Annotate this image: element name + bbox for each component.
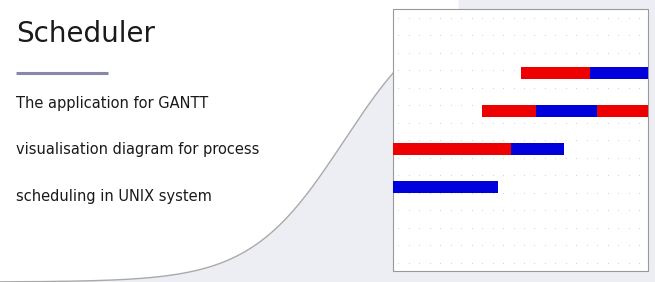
Text: The application for GANTT: The application for GANTT — [16, 96, 209, 111]
Bar — [597, 105, 648, 117]
Bar — [393, 9, 648, 271]
Bar — [590, 67, 648, 80]
Text: visualisation diagram for process: visualisation diagram for process — [16, 142, 260, 157]
Text: scheduling in UNIX system: scheduling in UNIX system — [16, 189, 212, 204]
Bar — [521, 67, 590, 80]
Bar — [393, 181, 498, 193]
Bar — [393, 143, 510, 155]
Polygon shape — [0, 0, 458, 282]
Bar — [482, 105, 536, 117]
Text: Scheduler: Scheduler — [16, 20, 155, 48]
Bar — [536, 105, 597, 117]
Bar — [510, 143, 564, 155]
